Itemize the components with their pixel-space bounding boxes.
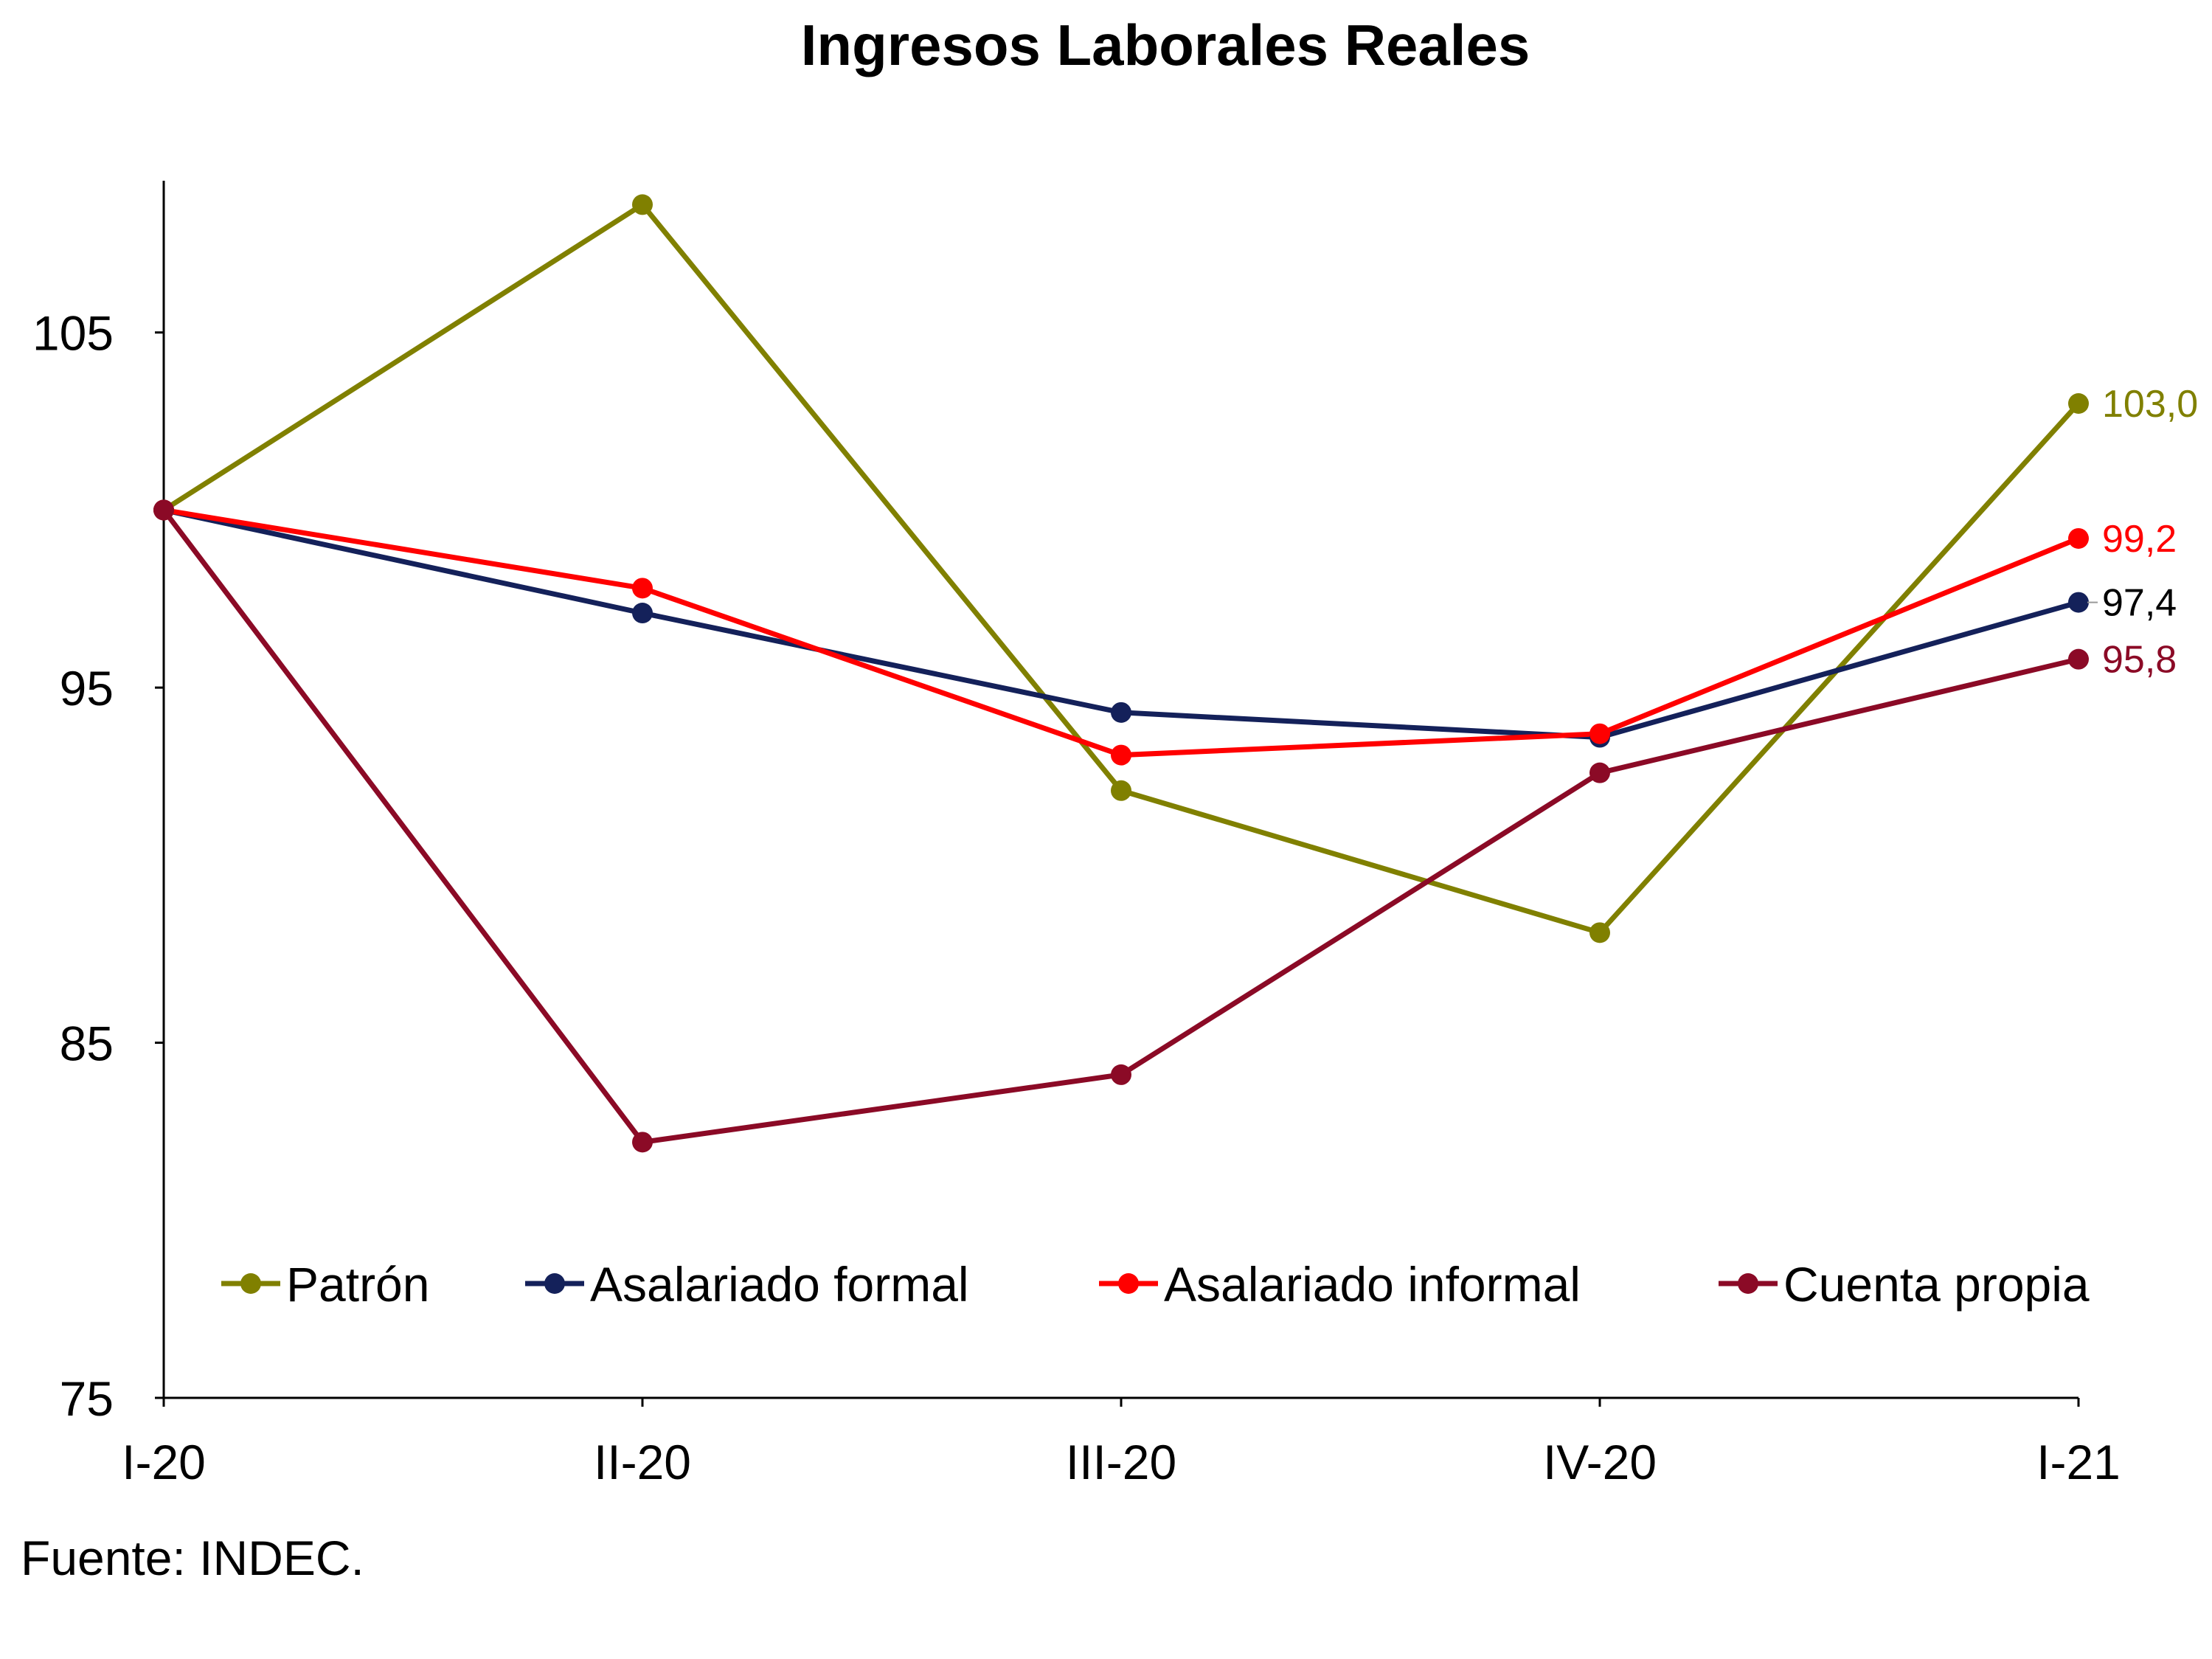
data-point-0-1 <box>632 194 653 215</box>
x-tick-label: III-20 <box>1066 1435 1176 1489</box>
legend-label-3: Cuenta propia <box>1783 1257 2090 1312</box>
data-point-3-4 <box>2068 648 2089 670</box>
legend-label-1: Asalariado formal <box>590 1257 969 1312</box>
data-point-1-1 <box>632 603 653 624</box>
chart-title: Ingresos Laborales Reales <box>801 13 1530 77</box>
series-lines <box>162 201 2081 1145</box>
series-line-3 <box>162 508 2079 1145</box>
end-label-1: 97,4 <box>2102 582 2177 625</box>
legend-label-0: Patrón <box>286 1257 429 1312</box>
data-point-2-2 <box>1111 744 1131 766</box>
series-line-0 <box>162 201 2081 935</box>
series-points <box>153 194 2089 1153</box>
data-point-0-3 <box>1589 922 1610 943</box>
data-point-3-1 <box>632 1132 653 1153</box>
data-point-2-1 <box>632 578 653 599</box>
x-tick-label: II-20 <box>594 1435 691 1489</box>
end-label-2: 99,2 <box>2102 518 2177 561</box>
data-point-2-3 <box>1589 723 1610 744</box>
data-point-1-2 <box>1111 702 1131 723</box>
y-tick-label: 85 <box>60 1016 114 1071</box>
y-tick-label: 75 <box>60 1371 114 1426</box>
x-tick-label: I-20 <box>122 1435 206 1489</box>
x-tick-label: I-21 <box>2036 1435 2121 1489</box>
data-point-1-4 <box>2068 592 2089 613</box>
data-point-0-4 <box>2068 393 2089 414</box>
data-point-3-0 <box>153 499 174 521</box>
legend-marker-2 <box>1118 1273 1139 1294</box>
axes: 75 85 95 105 I-20 II-20 III-20 IV-20 I-21 <box>32 181 2121 1489</box>
end-label-0: 103,0 <box>2102 383 2198 426</box>
source-note: Fuente: INDEC. <box>21 1531 364 1585</box>
legend-marker-1 <box>544 1273 565 1294</box>
legend-marker-3 <box>1738 1273 1758 1294</box>
y-tick-label: 95 <box>60 661 114 716</box>
legend-marker-0 <box>240 1273 261 1294</box>
y-tick-label: 105 <box>32 306 114 361</box>
legend-label-2: Asalariado informal <box>1164 1257 1581 1312</box>
end-label-3: 95,8 <box>2102 639 2177 682</box>
data-point-2-4 <box>2068 527 2089 549</box>
legend: Patrón Asalariado formal Asalariado inform… <box>221 1257 2090 1312</box>
data-point-3-3 <box>1589 762 1610 783</box>
end-labels: 103,0 97,4 99,2 95,8 <box>2087 383 2198 682</box>
x-tick-label: IV-20 <box>1543 1435 1657 1489</box>
data-point-0-2 <box>1111 780 1131 801</box>
data-point-3-2 <box>1111 1064 1131 1085</box>
